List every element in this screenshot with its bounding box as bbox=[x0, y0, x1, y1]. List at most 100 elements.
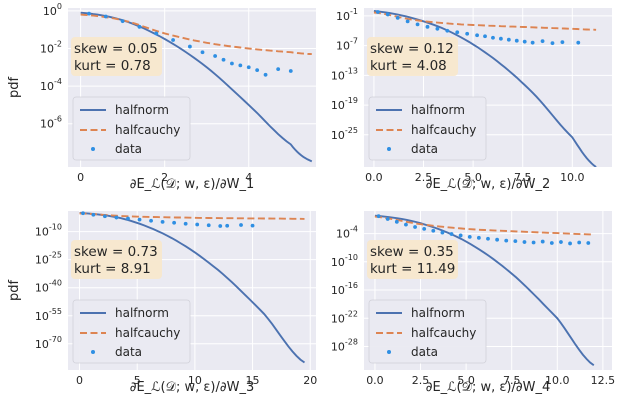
data-point bbox=[154, 31, 159, 36]
legend-label: halfnorm bbox=[115, 306, 169, 320]
y-tick-label: 10-40 bbox=[35, 279, 62, 295]
x-axis-label: ∂E_ℒ(𝒟; w, ε)/∂W_2 bbox=[426, 177, 550, 192]
data-point bbox=[137, 24, 142, 29]
skew-stat: skew = 0.12 bbox=[370, 41, 454, 57]
y-tick-label: 10-10 bbox=[35, 223, 62, 239]
subplot-4: 0.0 2.5 5.0 7.5 10.0 12.510-410-1010-1610-221… bbox=[331, 211, 615, 395]
stats-box bbox=[71, 240, 162, 279]
x-tick-label: 2.5 bbox=[412, 374, 430, 387]
data-point bbox=[91, 212, 96, 217]
y-tick-exponent: -19 bbox=[345, 96, 358, 105]
y-tick-exponent: 0 bbox=[57, 2, 62, 11]
data-point bbox=[577, 240, 582, 245]
y-tick-base: 10 bbox=[40, 118, 54, 131]
data-point bbox=[504, 238, 509, 243]
y-tick-base: 10 bbox=[336, 228, 350, 241]
y-tick-exponent: -40 bbox=[49, 279, 62, 288]
data-point bbox=[586, 241, 591, 245]
data-point bbox=[160, 219, 165, 224]
y-tick-exponent: -4 bbox=[54, 77, 62, 86]
y-tick-exponent: -22 bbox=[345, 309, 358, 318]
legend: halfnorm halfcauchy data bbox=[368, 299, 487, 364]
y-tick-label: 10-22 bbox=[331, 309, 358, 325]
y-tick-label: 10-4 bbox=[336, 225, 358, 241]
y-tick-label: 10-28 bbox=[331, 337, 358, 353]
data-point bbox=[491, 35, 495, 40]
kurt-stat: kurt = 8.91 bbox=[74, 261, 151, 277]
kurt-stat: kurt = 4.08 bbox=[370, 58, 447, 74]
y-tick-label: 10-6 bbox=[40, 115, 62, 131]
y-tick-exponent: -13 bbox=[345, 66, 358, 75]
y-tick-exponent: -7 bbox=[350, 37, 358, 46]
data-point bbox=[540, 39, 545, 44]
y-tick-exponent: -28 bbox=[345, 337, 358, 346]
data-point bbox=[465, 31, 470, 36]
data-point bbox=[455, 30, 460, 35]
data-point bbox=[172, 220, 177, 225]
halfcauchy-line bbox=[79, 212, 305, 220]
x-tick-label: 0 bbox=[76, 374, 83, 387]
stats-box bbox=[71, 37, 162, 76]
y-tick-base: 10 bbox=[331, 69, 345, 82]
halfcauchy-line bbox=[374, 215, 594, 236]
y-tick-exponent: -2 bbox=[54, 39, 62, 48]
data-point bbox=[137, 217, 142, 222]
x-tick-label: 0.0 bbox=[366, 374, 384, 387]
data-point bbox=[246, 65, 251, 70]
x-tick-label: 7.5 bbox=[514, 171, 532, 184]
y-tick-label: 10-7 bbox=[336, 37, 358, 53]
skew-stat: skew = 0.73 bbox=[74, 244, 158, 260]
x-tick-label: 7.5 bbox=[503, 374, 521, 387]
data-point bbox=[81, 211, 85, 216]
x-tick-label: 4 bbox=[245, 171, 252, 184]
y-axis-label: pdf bbox=[7, 77, 22, 99]
data-point bbox=[415, 22, 420, 27]
legend-data-swatch bbox=[387, 147, 391, 151]
data-point bbox=[495, 237, 500, 242]
legend-label: halfnorm bbox=[115, 103, 169, 117]
legend-frame bbox=[368, 96, 487, 161]
stats-box bbox=[367, 37, 458, 76]
data-point bbox=[221, 57, 226, 62]
y-tick-label: 10-25 bbox=[331, 126, 358, 142]
data-point bbox=[183, 221, 188, 226]
y-tick-label: 10-70 bbox=[35, 335, 62, 351]
y-tick-base: 10 bbox=[35, 338, 49, 351]
data-point bbox=[404, 222, 408, 227]
data-point bbox=[568, 241, 572, 246]
legend-label: halfcauchy bbox=[411, 123, 476, 137]
y-tick-base: 10 bbox=[40, 80, 54, 93]
y-tick-base: 10 bbox=[331, 312, 345, 325]
y-tick-exponent: -70 bbox=[49, 335, 62, 344]
x-tick-label: 2.5 bbox=[415, 171, 433, 184]
data-point bbox=[513, 239, 518, 244]
x-tick-label: 20 bbox=[303, 374, 317, 387]
legend-label: halfcauchy bbox=[115, 326, 180, 340]
legend: halfnorm halfcauchy data bbox=[72, 96, 191, 161]
y-tick-label: 10-25 bbox=[35, 251, 62, 267]
x-tick-label: 15 bbox=[246, 374, 260, 387]
data-point bbox=[206, 223, 211, 228]
data-point bbox=[126, 216, 130, 221]
x-axis-label: ∂E_ℒ(𝒟; w, ε)/∂W_1 bbox=[130, 177, 254, 192]
y-tick-base: 10 bbox=[336, 40, 350, 53]
data-point bbox=[230, 61, 234, 66]
kurt-stat: kurt = 0.78 bbox=[74, 58, 151, 74]
data-point bbox=[385, 217, 390, 221]
series-group bbox=[79, 211, 306, 364]
data-point bbox=[413, 225, 417, 229]
data-point bbox=[250, 223, 255, 228]
x-tick-label: 5.0 bbox=[457, 374, 475, 387]
data-point bbox=[440, 230, 445, 235]
legend-label: data bbox=[411, 345, 438, 359]
data-point bbox=[276, 67, 281, 72]
data-point bbox=[255, 68, 260, 72]
legend-data-swatch bbox=[91, 147, 95, 151]
halfnorm-line bbox=[373, 10, 597, 167]
data-point bbox=[376, 214, 381, 219]
y-tick-label: 10-55 bbox=[35, 307, 62, 323]
data-point bbox=[458, 233, 463, 238]
data-point bbox=[486, 236, 490, 241]
legend: halfnorm halfcauchy data bbox=[368, 96, 487, 161]
skew-stat: skew = 0.05 bbox=[74, 41, 158, 57]
